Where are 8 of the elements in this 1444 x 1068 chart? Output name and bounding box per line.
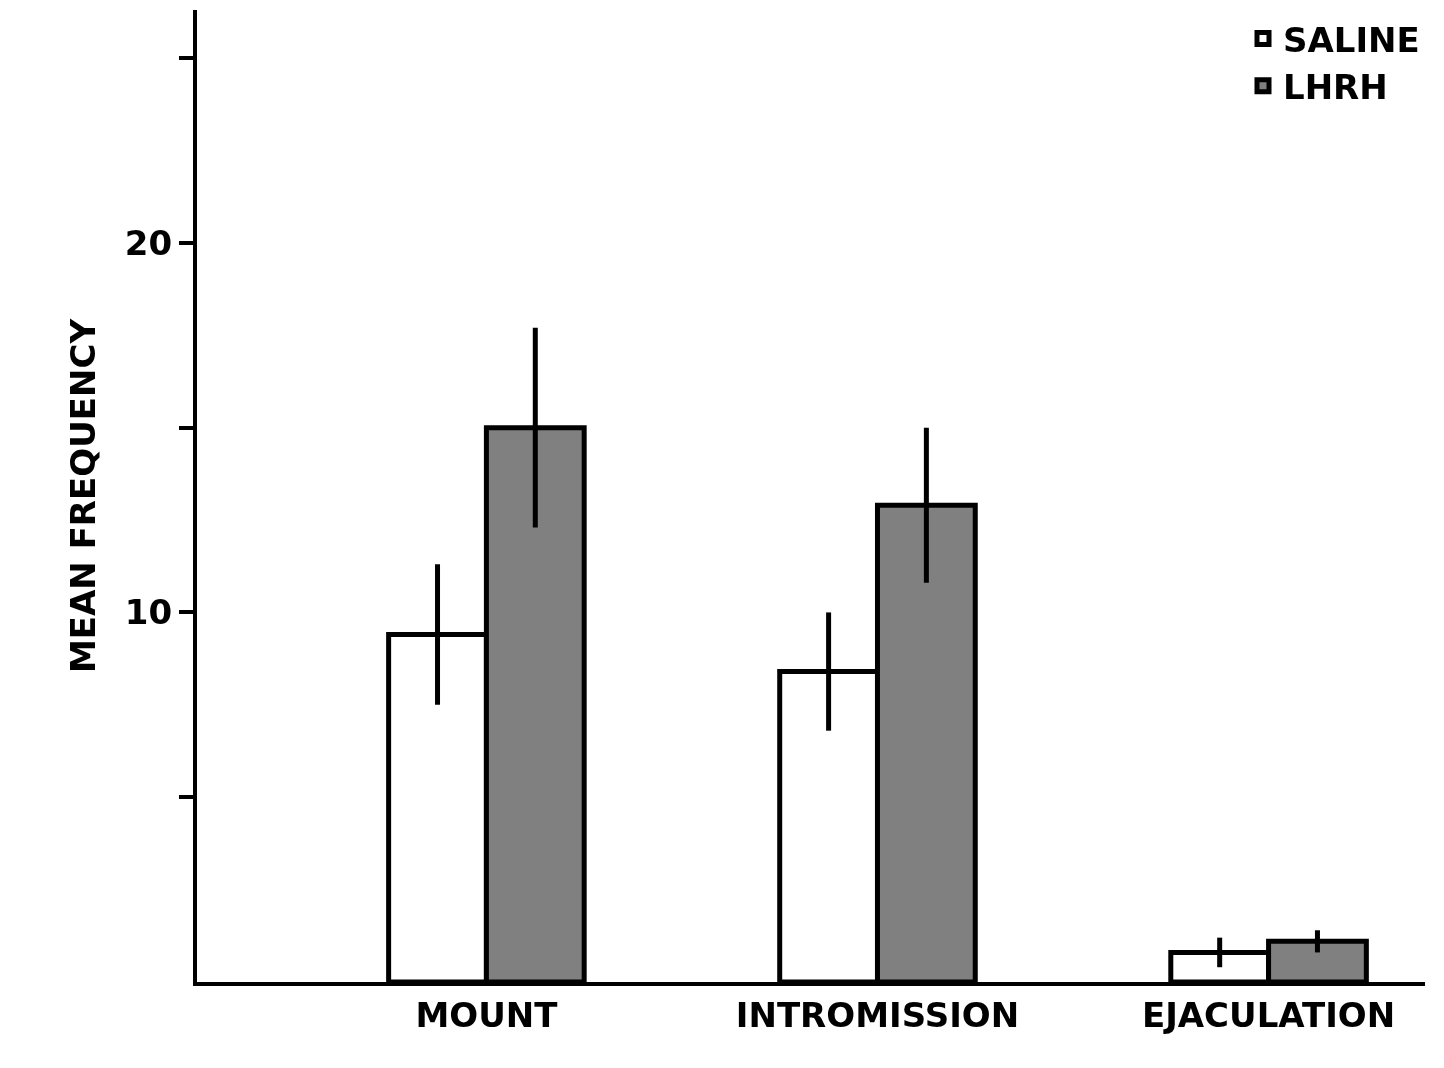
x-tick-label: EJACULATION [1141, 994, 1396, 1035]
y-tick-label: 10 [124, 592, 173, 633]
legend-label: SALINE [1283, 19, 1420, 60]
x-tick-label: MOUNT [415, 994, 559, 1035]
y-axis-title: MEAN FREQUENCY [62, 318, 103, 674]
y-tick-label: 20 [124, 222, 173, 263]
x-tick-label: INTROMISSION [735, 994, 1020, 1035]
legend-label: LHRH [1283, 67, 1388, 108]
